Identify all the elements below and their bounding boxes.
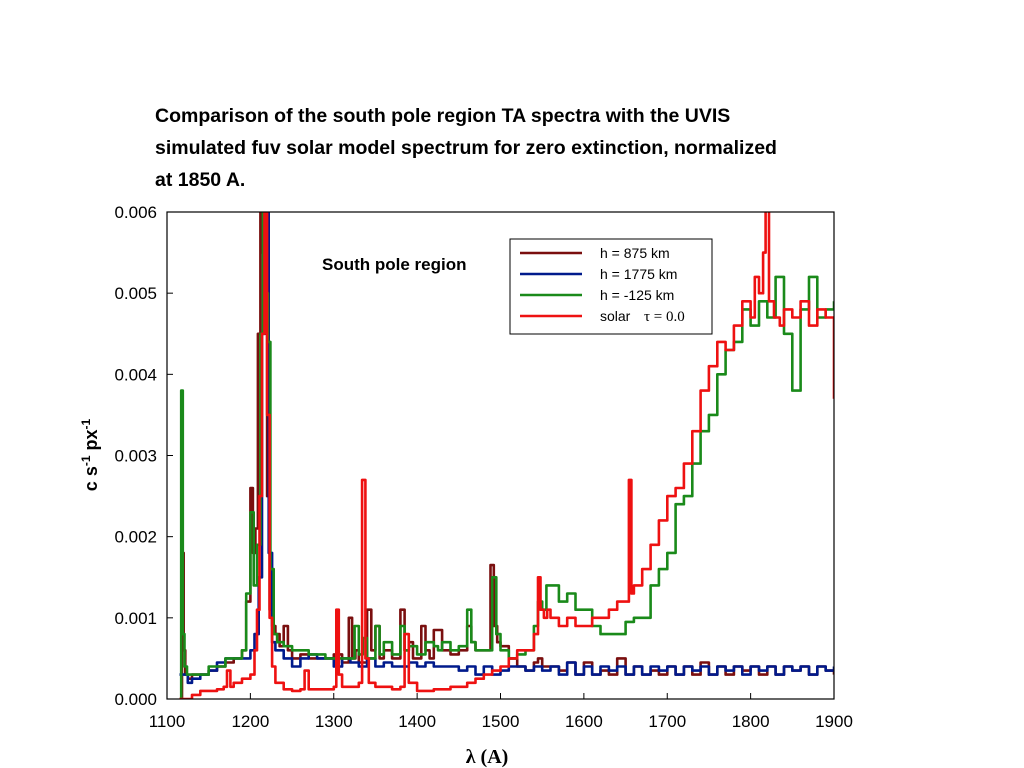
slide-title: Comparison of the south pole region TA s… xyxy=(155,100,885,196)
legend-box xyxy=(509,238,713,335)
series-line-4 xyxy=(179,212,834,699)
x-tick-label: 1500 xyxy=(482,712,520,731)
legend-label: h = 875 km xyxy=(600,245,670,261)
y-axis-title-unit: c s xyxy=(81,466,101,491)
legend-label-tau: τ = 0.0 xyxy=(644,309,685,325)
slide-title-line-2: simulated fuv solar model spectrum for z… xyxy=(155,137,777,159)
y-axis-title-exp-2: -1 xyxy=(79,418,93,429)
x-axis: 1100 1200 1300 1400 1500 1600 1700 1800 1900 xyxy=(149,693,853,731)
x-tick-label: 1900 xyxy=(815,712,853,731)
slide-title-line-3: at 1850 A. xyxy=(155,169,246,191)
x-tick-label: 1700 xyxy=(648,712,686,731)
x-tick-label: 1400 xyxy=(398,712,436,731)
slide-title-line-1: Comparison of the south pole region TA s… xyxy=(155,105,731,127)
y-tick-label: 0.003 xyxy=(114,447,157,466)
x-tick-label: 1200 xyxy=(231,712,269,731)
y-tick-label: 0.000 xyxy=(114,690,157,709)
x-tick-label: 1600 xyxy=(565,712,603,731)
y-tick-label: 0.005 xyxy=(114,284,157,303)
x-tick-label: 1800 xyxy=(732,712,770,731)
y-axis-title: c s-1 px-1 xyxy=(79,418,101,491)
y-axis-title-exp-1: -1 xyxy=(79,455,93,466)
series-line-2 xyxy=(179,212,834,685)
series-layer xyxy=(179,212,834,699)
x-tick-label: 1300 xyxy=(315,712,353,731)
legend-label: h = -125 km xyxy=(600,287,674,303)
series-line-3 xyxy=(179,212,834,699)
y-tick-label: 0.002 xyxy=(114,528,157,547)
legend: h = 875 km h = 1775 km h = -125 km solar τ =… xyxy=(509,238,713,335)
series-line-1 xyxy=(179,212,834,699)
plot-annotation: South pole region xyxy=(322,255,467,274)
x-tick-label: 1100 xyxy=(149,712,186,731)
y-tick-label: 0.001 xyxy=(114,609,157,628)
y-tick-label: 0.006 xyxy=(114,203,157,222)
y-tick-label: 0.004 xyxy=(114,365,157,384)
legend-label: solar xyxy=(600,308,631,324)
y-axis: 0.000 0.001 0.002 0.003 0.004 0.005 0.006 xyxy=(114,203,173,709)
x-axis-title: λ (A) xyxy=(466,746,509,768)
legend-label: h = 1775 km xyxy=(600,266,677,282)
y-axis-title-px: px xyxy=(81,429,101,455)
